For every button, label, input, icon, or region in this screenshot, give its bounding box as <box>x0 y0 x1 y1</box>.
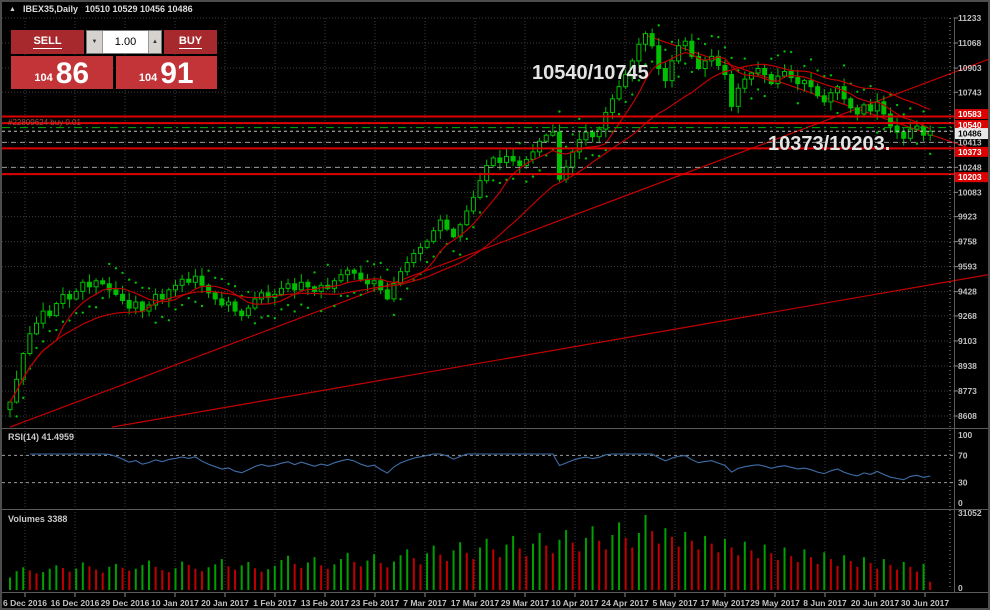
sell-button-label: SELL <box>33 35 62 49</box>
trendline-1[interactable] <box>111 274 990 428</box>
spin-down-icon: ▼ <box>91 39 98 45</box>
time-axis[interactable]: 6 Dec 2016 16 Dec 2016 29 Dec 2016 10 Jan 2… <box>3 593 949 608</box>
price-tick-label: 10248 <box>958 162 982 172</box>
price-tick-label: 8773 <box>958 386 977 396</box>
date-tick-label: 6 Dec 2016 <box>3 598 47 608</box>
buy-price-panel[interactable]: 104 91 <box>115 56 217 90</box>
volume-panel: Volumes 3388 <box>8 514 932 590</box>
price-tick-label: 10903 <box>958 63 982 73</box>
date-tick-label: 30 Jun 2017 <box>901 598 949 608</box>
date-tick-label: 1 Feb 2017 <box>253 598 297 608</box>
date-tick-label: 7 Mar 2017 <box>403 598 447 608</box>
date-tick-label: 29 Dec 2016 <box>101 598 150 608</box>
date-tick-label: 10 Apr 2017 <box>551 598 599 608</box>
buy-button[interactable]: BUY <box>164 30 217 54</box>
panel-borders <box>2 18 988 593</box>
volume-tick-label: 31052 <box>958 508 982 518</box>
price-tick-label: 10743 <box>958 87 982 97</box>
price-axis[interactable]: 11233 11068 10903 10743 10413 10248 10083 9923 9… <box>954 13 990 593</box>
price-tick-label: 10083 <box>958 187 982 197</box>
red-price-flag <box>955 120 988 131</box>
sell-price-panel[interactable]: 104 86 <box>11 56 113 89</box>
date-tick-label: 24 Apr 2017 <box>601 598 649 608</box>
red-price-flag-label: 10203 <box>958 172 982 182</box>
price-tick-label: 9268 <box>958 311 977 321</box>
volume-stepper: ▼ 1.00 ▲ <box>86 30 162 54</box>
horizontal-levels: #22809624 buy 0.01 <box>2 115 954 176</box>
sell-button[interactable]: SELL <box>11 30 84 54</box>
volume-increase-button[interactable]: ▲ <box>148 31 161 53</box>
date-tick-label: 10 Jan 2017 <box>151 598 199 608</box>
chart-title-bar: ▲ IBEX35,Daily 10510 10529 10456 10486 <box>9 3 193 15</box>
red-price-flag-label: 10373 <box>958 147 982 157</box>
annotation-text-1[interactable]: 10373/10203. <box>768 133 890 155</box>
price-tick-label: 9593 <box>958 262 977 272</box>
red-price-flag <box>955 146 988 157</box>
collapse-arrow-icon[interactable]: ▲ <box>9 5 16 13</box>
price-tick-label: 9428 <box>958 287 977 297</box>
red-price-flag-label: 10583 <box>958 109 982 119</box>
annotation-text-0[interactable]: 10540/10745 <box>532 62 649 84</box>
rsi-line <box>29 453 931 481</box>
candlestick-series <box>7 28 933 418</box>
current-price-flag-label: 10486 <box>958 129 982 139</box>
buy-button-label: BUY <box>178 35 203 49</box>
rsi-tick-label: 70 <box>958 450 968 460</box>
trendline-0[interactable] <box>9 58 990 428</box>
date-tick-label: 20 Jan 2017 <box>201 598 249 608</box>
chart-symbol-timeframe: IBEX35,Daily <box>22 4 78 14</box>
ma-slow-line <box>9 63 931 403</box>
red-price-flag <box>955 172 988 183</box>
date-tick-label: 16 Dec 2016 <box>51 598 100 608</box>
rsi-label: RSI(14) 41.4959 <box>8 432 74 442</box>
date-tick-label: 17 May 2017 <box>700 598 750 608</box>
volume-input[interactable]: 1.00 <box>114 36 137 48</box>
price-tick-label: 11068 <box>958 38 981 48</box>
date-tick-label: 23 Feb 2017 <box>351 598 399 608</box>
current-price-flag <box>955 128 988 140</box>
rsi-tick-label: 0 <box>958 498 963 508</box>
buy-price-prefix: 104 <box>138 72 158 84</box>
volume-decrease-button[interactable]: ▼ <box>87 31 103 53</box>
date-tick-label: 29 May 2017 <box>750 598 800 608</box>
date-tick-label: 13 Feb 2017 <box>301 598 349 608</box>
price-tick-label: 10413 <box>958 137 982 147</box>
spin-up-icon: ▲ <box>152 39 158 45</box>
date-tick-label: 29 Mar 2017 <box>501 598 549 608</box>
buy-price-big: 91 <box>160 56 194 90</box>
date-tick-label: 8 Jun 2017 <box>803 598 847 608</box>
sell-price-big: 86 <box>55 56 90 90</box>
date-tick-label: 20 Jun 2017 <box>851 598 899 608</box>
volume-tick-label: 0 <box>958 583 963 593</box>
rsi-tick-label: 30 <box>958 478 968 488</box>
rsi-tick-label: 100 <box>958 430 972 440</box>
rsi-panel: RSI(14) 41.4959 <box>2 432 954 484</box>
price-tick-label: 11233 <box>958 13 981 23</box>
open-position-label: #22809624 buy 0.01 <box>8 118 82 127</box>
price-tick-label: 8938 <box>958 361 977 371</box>
volume-label: Volumes 3388 <box>8 514 67 524</box>
red-price-flag-label: 10540 <box>958 120 982 130</box>
sell-price-prefix: 104 <box>34 72 53 84</box>
parabolic-sar-dots <box>15 24 932 418</box>
price-tick-label: 9758 <box>958 237 977 247</box>
ma-fast-line <box>9 51 931 403</box>
price-tick-label: 9923 <box>958 212 977 222</box>
price-tick-label: 8608 <box>958 411 977 421</box>
chart-annotations: 10540/10745 10373/10203. <box>532 62 890 155</box>
red-price-flag <box>955 109 988 120</box>
price-tick-label: 9103 <box>958 336 977 346</box>
date-tick-label: 17 Mar 2017 <box>451 598 499 608</box>
grid <box>2 17 954 590</box>
chart-ohlc-values: 10510 10529 10456 10486 <box>84 4 193 14</box>
one-click-trading-widget: SELL ▼ 1.00 ▲ BUY 104 86 104 9 <box>11 30 217 89</box>
date-tick-label: 5 May 2017 <box>653 598 698 608</box>
